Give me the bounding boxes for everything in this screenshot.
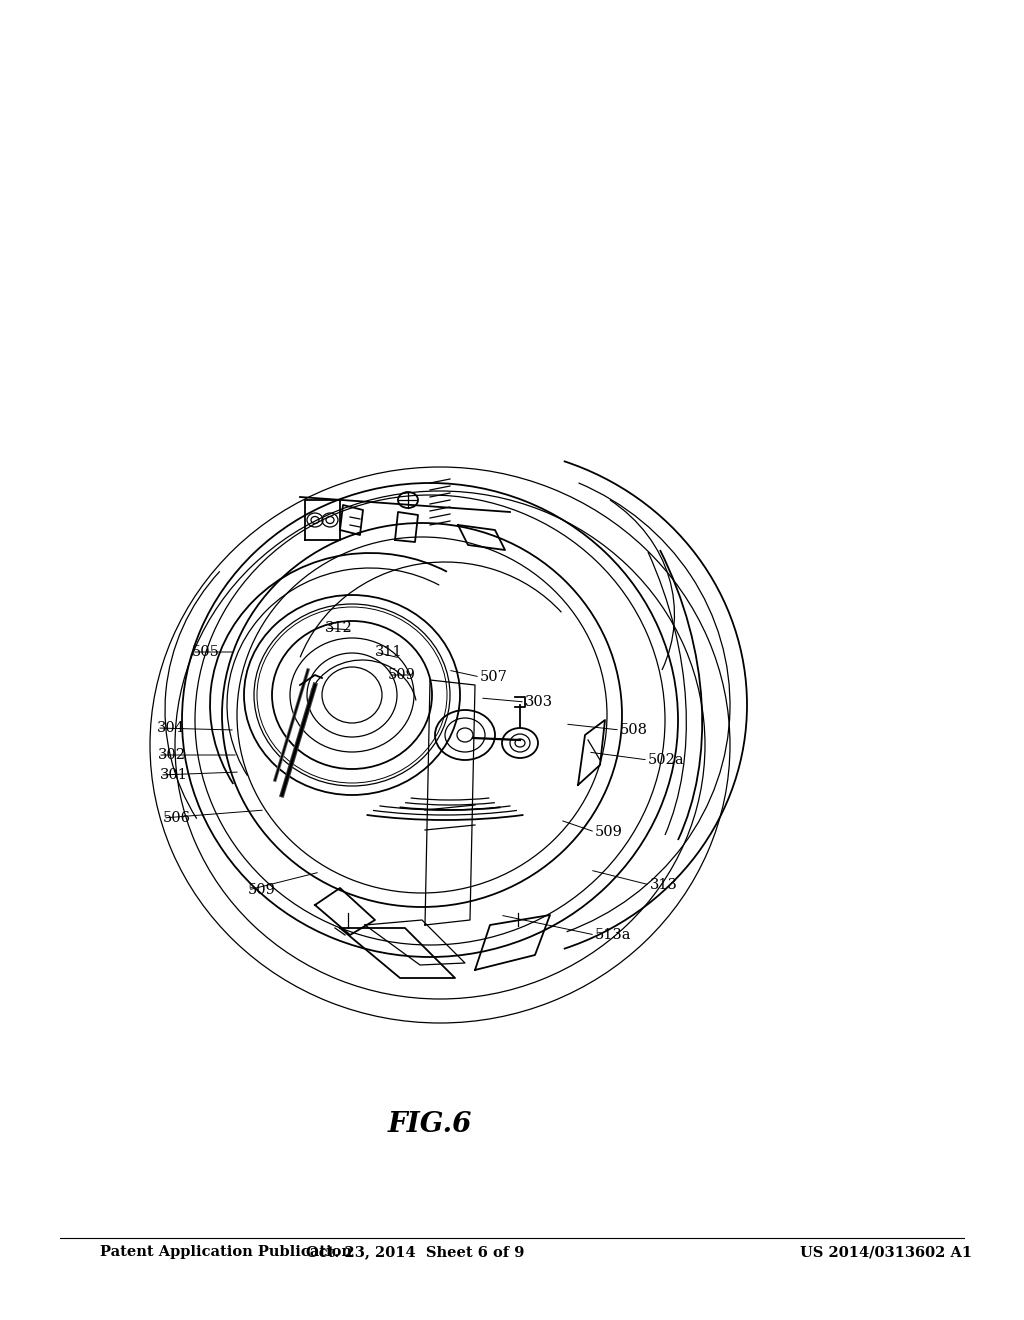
- Text: 502a: 502a: [648, 752, 685, 767]
- Text: 303: 303: [525, 696, 553, 709]
- Text: 509: 509: [248, 883, 275, 898]
- Text: 312: 312: [325, 620, 352, 635]
- Text: Oct. 23, 2014  Sheet 6 of 9: Oct. 23, 2014 Sheet 6 of 9: [306, 1245, 524, 1259]
- Text: 506: 506: [163, 810, 191, 825]
- Text: FIG.6: FIG.6: [388, 1111, 472, 1138]
- Text: US 2014/0313602 A1: US 2014/0313602 A1: [800, 1245, 972, 1259]
- Text: 508: 508: [620, 723, 648, 737]
- Text: 301: 301: [160, 768, 187, 781]
- Text: 313: 313: [650, 878, 678, 892]
- Text: 311: 311: [375, 645, 402, 659]
- Text: Patent Application Publication: Patent Application Publication: [100, 1245, 352, 1259]
- Text: 304: 304: [157, 721, 185, 735]
- Text: 513a: 513a: [595, 928, 632, 942]
- Text: 302: 302: [158, 748, 186, 762]
- Text: 505: 505: [193, 645, 220, 659]
- Text: 509: 509: [388, 668, 416, 682]
- Text: 509: 509: [595, 825, 623, 840]
- Text: 507: 507: [480, 671, 508, 684]
